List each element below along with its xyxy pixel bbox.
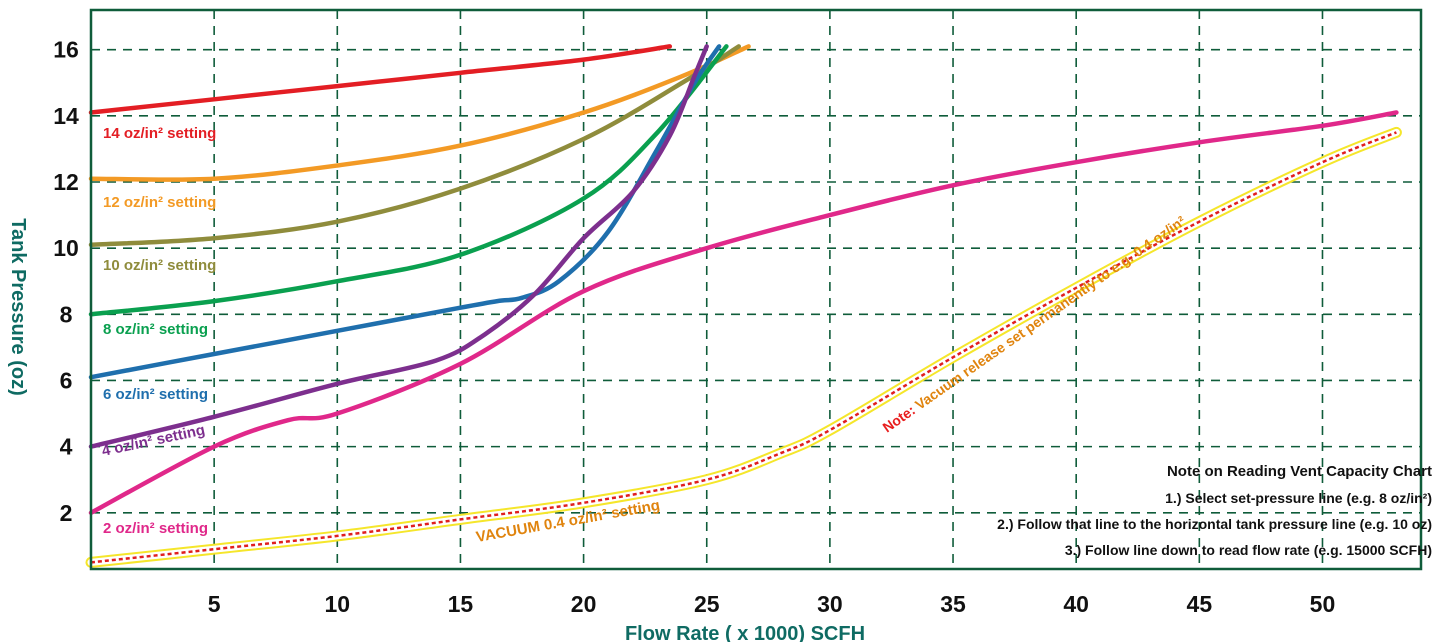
plot-frame bbox=[89, 8, 1423, 571]
y-tick-10: 10 bbox=[53, 235, 79, 261]
note-box-line-1: 1.) Select set-pressure line (e.g. 8 oz/… bbox=[1165, 490, 1432, 506]
series-label-14oz: 14 oz/in² setting bbox=[103, 125, 216, 142]
y-tick-4: 4 bbox=[60, 434, 73, 460]
y-tick-12: 12 bbox=[53, 169, 79, 195]
y-tick-16: 16 bbox=[53, 37, 79, 63]
series-label-6oz: 6 oz/in² setting bbox=[103, 386, 208, 403]
y-tick-14: 14 bbox=[53, 103, 79, 129]
series-line-2oz bbox=[88, 110, 1399, 516]
series-line-4oz bbox=[88, 44, 709, 449]
x-tick-25: 25 bbox=[694, 591, 720, 617]
x-tick-40: 40 bbox=[1063, 591, 1089, 617]
y-tick-6: 6 bbox=[60, 367, 73, 393]
series-line-6oz bbox=[88, 44, 722, 380]
series-line-12oz bbox=[88, 44, 751, 182]
series-line-14oz bbox=[88, 44, 673, 115]
series-line-10oz bbox=[88, 44, 742, 248]
x-tick-30: 30 bbox=[817, 591, 843, 617]
x-axis-title: Flow Rate ( x 1000) SCFH bbox=[625, 623, 865, 642]
y-axis-title: Tank Pressure (oz) bbox=[7, 218, 29, 395]
x-tick-10: 10 bbox=[324, 591, 350, 617]
series-label-2oz: 2 oz/in² setting bbox=[103, 520, 208, 537]
y-tick-2: 2 bbox=[60, 500, 73, 526]
note-box-line-2: 2.) Follow that line to the horizontal t… bbox=[997, 516, 1432, 532]
series-label-8oz: 8 oz/in² setting bbox=[103, 321, 208, 338]
series-layer bbox=[85, 44, 1402, 568]
tick-labels: 5 10 15 20 25 30 35 40 45 50 2 4 6 8 10 12 14 16 bbox=[53, 37, 1335, 617]
x-tick-35: 35 bbox=[940, 591, 966, 617]
note-box-line-3: 3.) Follow line down to read flow rate (… bbox=[1065, 542, 1432, 558]
series-line-vacuum bbox=[90, 131, 1397, 564]
series-line-8oz bbox=[88, 44, 729, 317]
note-box-title: Note on Reading Vent Capacity Chart bbox=[1167, 463, 1432, 480]
x-tick-45: 45 bbox=[1187, 591, 1213, 617]
series-label-10oz: 10 oz/in² setting bbox=[103, 257, 216, 274]
x-tick-15: 15 bbox=[448, 591, 474, 617]
y-tick-8: 8 bbox=[60, 301, 73, 327]
x-tick-20: 20 bbox=[571, 591, 597, 617]
x-tick-50: 50 bbox=[1310, 591, 1336, 617]
x-tick-5: 5 bbox=[208, 591, 221, 617]
series-label-12oz: 12 oz/in² setting bbox=[103, 194, 216, 211]
